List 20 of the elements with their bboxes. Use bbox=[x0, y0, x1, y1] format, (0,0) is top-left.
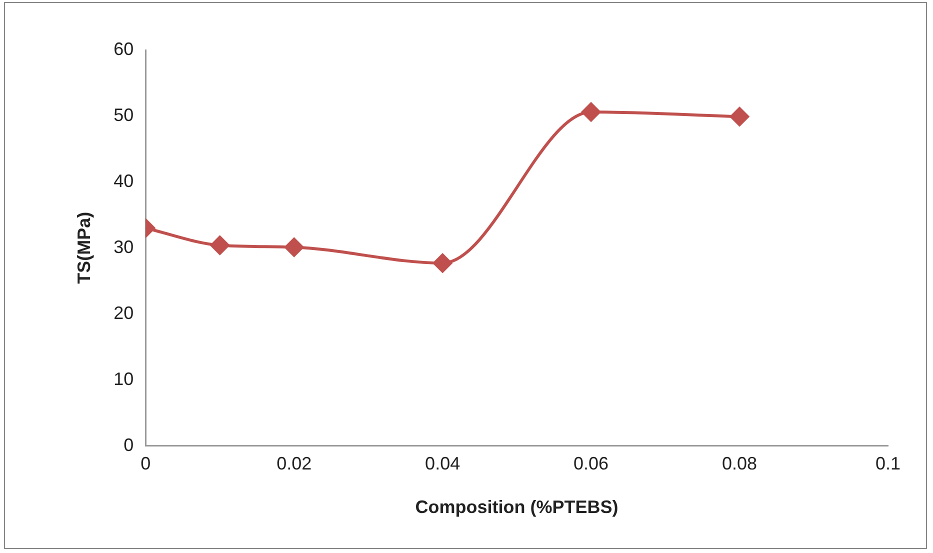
y-tick-label: 0 bbox=[124, 434, 134, 455]
point bbox=[284, 238, 304, 257]
x-tick-label: 0.06 bbox=[574, 454, 609, 474]
x-tick-label: 0.1 bbox=[875, 454, 901, 474]
y-axis-title: TS(MPa) bbox=[74, 212, 94, 284]
x-tick-label: 0 bbox=[140, 454, 151, 474]
y-tick-label: 20 bbox=[114, 302, 134, 323]
x-axis-title: Composition (%PTEBS) bbox=[415, 497, 618, 518]
y-tick-label: 10 bbox=[114, 368, 134, 389]
y-tick-label: 30 bbox=[114, 236, 134, 257]
y-tick-label: 60 bbox=[114, 38, 134, 59]
point bbox=[582, 102, 601, 122]
point bbox=[730, 107, 750, 126]
x-tick-label: 0.08 bbox=[722, 454, 758, 474]
y-tick-label: 50 bbox=[114, 104, 134, 125]
y-tick-label: 40 bbox=[114, 170, 134, 191]
point bbox=[433, 254, 452, 273]
x-tick-label: 0.02 bbox=[276, 454, 312, 474]
x-tick-label: 0.04 bbox=[425, 454, 460, 474]
point bbox=[210, 236, 230, 255]
